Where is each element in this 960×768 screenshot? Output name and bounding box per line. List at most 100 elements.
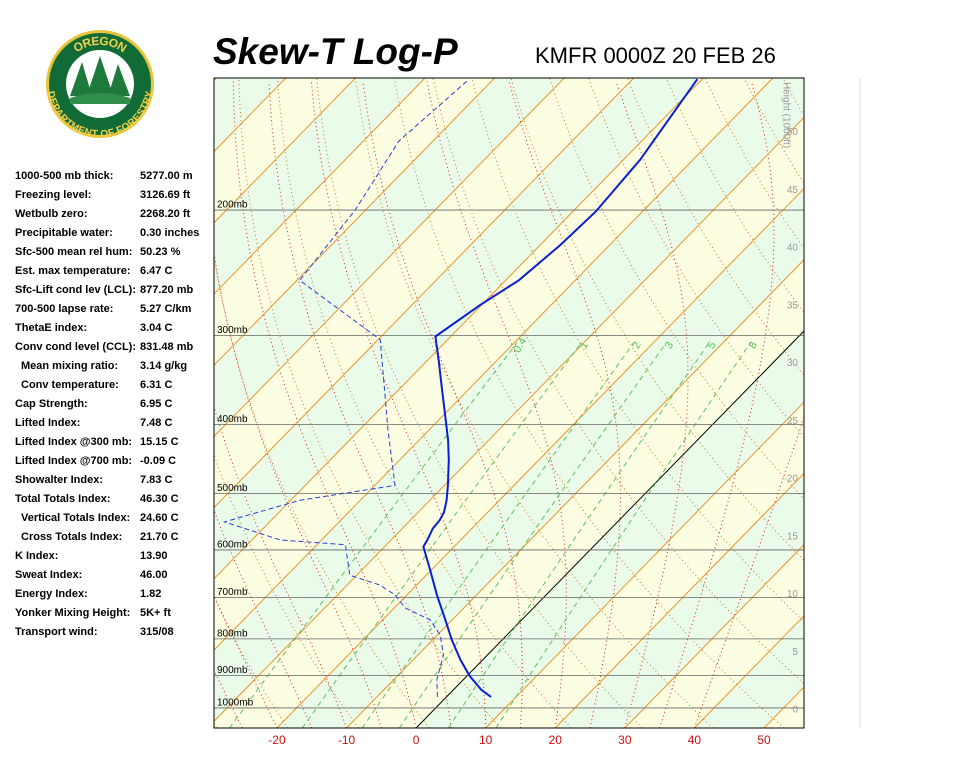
stat-value: 5.27 C/km (140, 303, 192, 315)
stat-value: 46.30 C (140, 493, 179, 505)
isotherm (346, 259, 804, 728)
isotherm (415, 330, 804, 728)
y2-tick-label: 5 (792, 647, 798, 658)
y2-tick-label: 40 (787, 243, 799, 254)
stat-label: Yonker Mixing Height: (15, 607, 130, 619)
y-tick-label: 300mb (217, 325, 248, 336)
stat-value: 3126.69 ft (140, 189, 190, 201)
y-tick-label: 200mb (217, 200, 248, 211)
mixing-ratio-label: 1 (578, 340, 591, 351)
stat-value: 5K+ ft (140, 607, 171, 619)
stat-label: K Index: (15, 550, 58, 562)
y-tick-label: 800mb (217, 629, 248, 640)
stat-value: 6.31 C (140, 379, 172, 391)
isotherm (214, 78, 565, 438)
dry-adiabat (861, 78, 960, 728)
moist-adiabat (362, 81, 523, 728)
stat-value: 2268.20 ft (140, 208, 190, 220)
isotherm (214, 78, 635, 509)
stat-value: 50.23 % (140, 246, 181, 258)
mixing-ratio-line (398, 342, 667, 728)
stat-value: -0.09 C (140, 455, 176, 467)
stat-label: Precipitable water: (15, 227, 113, 239)
mixing-ratio-line (229, 342, 518, 728)
isotherm (214, 78, 774, 651)
stat-label: Sfc-Lift cond lev (LCL): (15, 284, 136, 296)
stat-value: 3.04 C (140, 322, 172, 334)
isotherm (624, 543, 804, 728)
isotherm (214, 78, 495, 366)
plot-area (214, 78, 960, 728)
y2-tick-label: 10 (787, 589, 799, 600)
mixing-ratio-line (301, 342, 582, 728)
stat-label: ThetaE index: (15, 322, 87, 334)
stat-value: 315/08 (140, 626, 174, 638)
dry-adiabat (432, 78, 804, 685)
dry-adiabat (782, 78, 804, 117)
y2-tick-label: 0 (792, 705, 798, 716)
stat-value: 877.20 mb (140, 284, 193, 296)
axes: 0.4 1 2 3 5 8200mb300mb400mb500mb600mb700mb80… (217, 82, 798, 747)
stats-panel: 1000-500 mb thick: 5277.00 m Freezing leve… (15, 170, 199, 638)
stat-value: 46.00 (140, 569, 168, 581)
stat-value: 21.70 C (140, 531, 179, 543)
isotherm (694, 615, 804, 728)
isotherm (485, 401, 804, 728)
x-tick-label: 10 (479, 733, 493, 747)
mixing-ratio-label: 8 (747, 340, 760, 351)
logo: OREGON DEPARTMENT OF FORESTRY (45, 30, 155, 140)
isotherm (276, 187, 804, 728)
y-tick-label: 400mb (217, 414, 248, 425)
stat-value: 831.48 mb (140, 341, 193, 353)
stat-value: 5277.00 m (140, 170, 193, 182)
logo-top: OREGON (71, 34, 129, 55)
x-tick-label: 30 (618, 733, 632, 747)
stat-label: Vertical Totals Index: (21, 512, 130, 524)
stat-value: 24.60 C (140, 512, 179, 524)
isotherm (214, 78, 356, 224)
isotherm (214, 116, 804, 722)
stat-label: 700-500 lapse rate: (15, 303, 113, 315)
stat-label: Total Totals Index: (15, 493, 111, 505)
y-tick-label: 1000mb (217, 698, 254, 709)
stat-value: 13.90 (140, 550, 168, 562)
stat-label: Lifted Index @700 mb: (15, 455, 132, 467)
dry-adiabat (238, 78, 501, 728)
isotherm (214, 78, 426, 295)
stat-label: Conv cond level (CCL): (15, 341, 136, 353)
x-tick-label: 20 (549, 733, 563, 747)
y-tick-label: 600mb (217, 540, 248, 551)
stat-label: Lifted Index @300 mb: (15, 436, 132, 448)
y2-axis-label: Height (1000ft) (780, 82, 791, 148)
stat-label: Wetbulb zero: (15, 208, 88, 220)
temperature-line (422, 78, 699, 698)
stat-value: 6.47 C (140, 265, 172, 277)
stat-value: 3.14 g/kg (140, 360, 187, 372)
moist-adiabat (615, 81, 689, 728)
x-tick-label: 0 (413, 733, 420, 747)
y2-tick-label: 35 (787, 300, 799, 311)
stat-label: Est. max temperature: (15, 265, 131, 277)
mixing-ratio-line (495, 342, 752, 728)
x-tick-label: 40 (688, 733, 702, 747)
y-tick-label: 900mb (217, 665, 248, 676)
chart-title: Skew-T Log-P (213, 31, 458, 72)
stat-label: Transport wind: (15, 626, 98, 638)
temperature-band (214, 78, 804, 722)
temperature-band (834, 78, 960, 728)
stat-label: Sweat Index: (15, 569, 82, 581)
y2-tick-label: 30 (787, 358, 799, 369)
stat-value: 0.30 inches (140, 227, 199, 239)
stat-label: Sfc-500 mean rel hum: (15, 246, 132, 258)
chart-subtitle: KMFR 0000Z 20 FEB 26 (535, 43, 776, 68)
y-tick-label: 500mb (217, 483, 248, 494)
dry-adiabat (900, 78, 960, 728)
x-tick-label: 50 (757, 733, 771, 747)
moist-adiabat (214, 405, 347, 728)
stat-label: Cap Strength: (15, 398, 88, 410)
mixing-ratio-label: 5 (705, 340, 718, 351)
x-tick-label: -10 (338, 733, 356, 747)
y-tick-label: 700mb (217, 587, 248, 598)
stat-label: Conv temperature: (21, 379, 119, 391)
